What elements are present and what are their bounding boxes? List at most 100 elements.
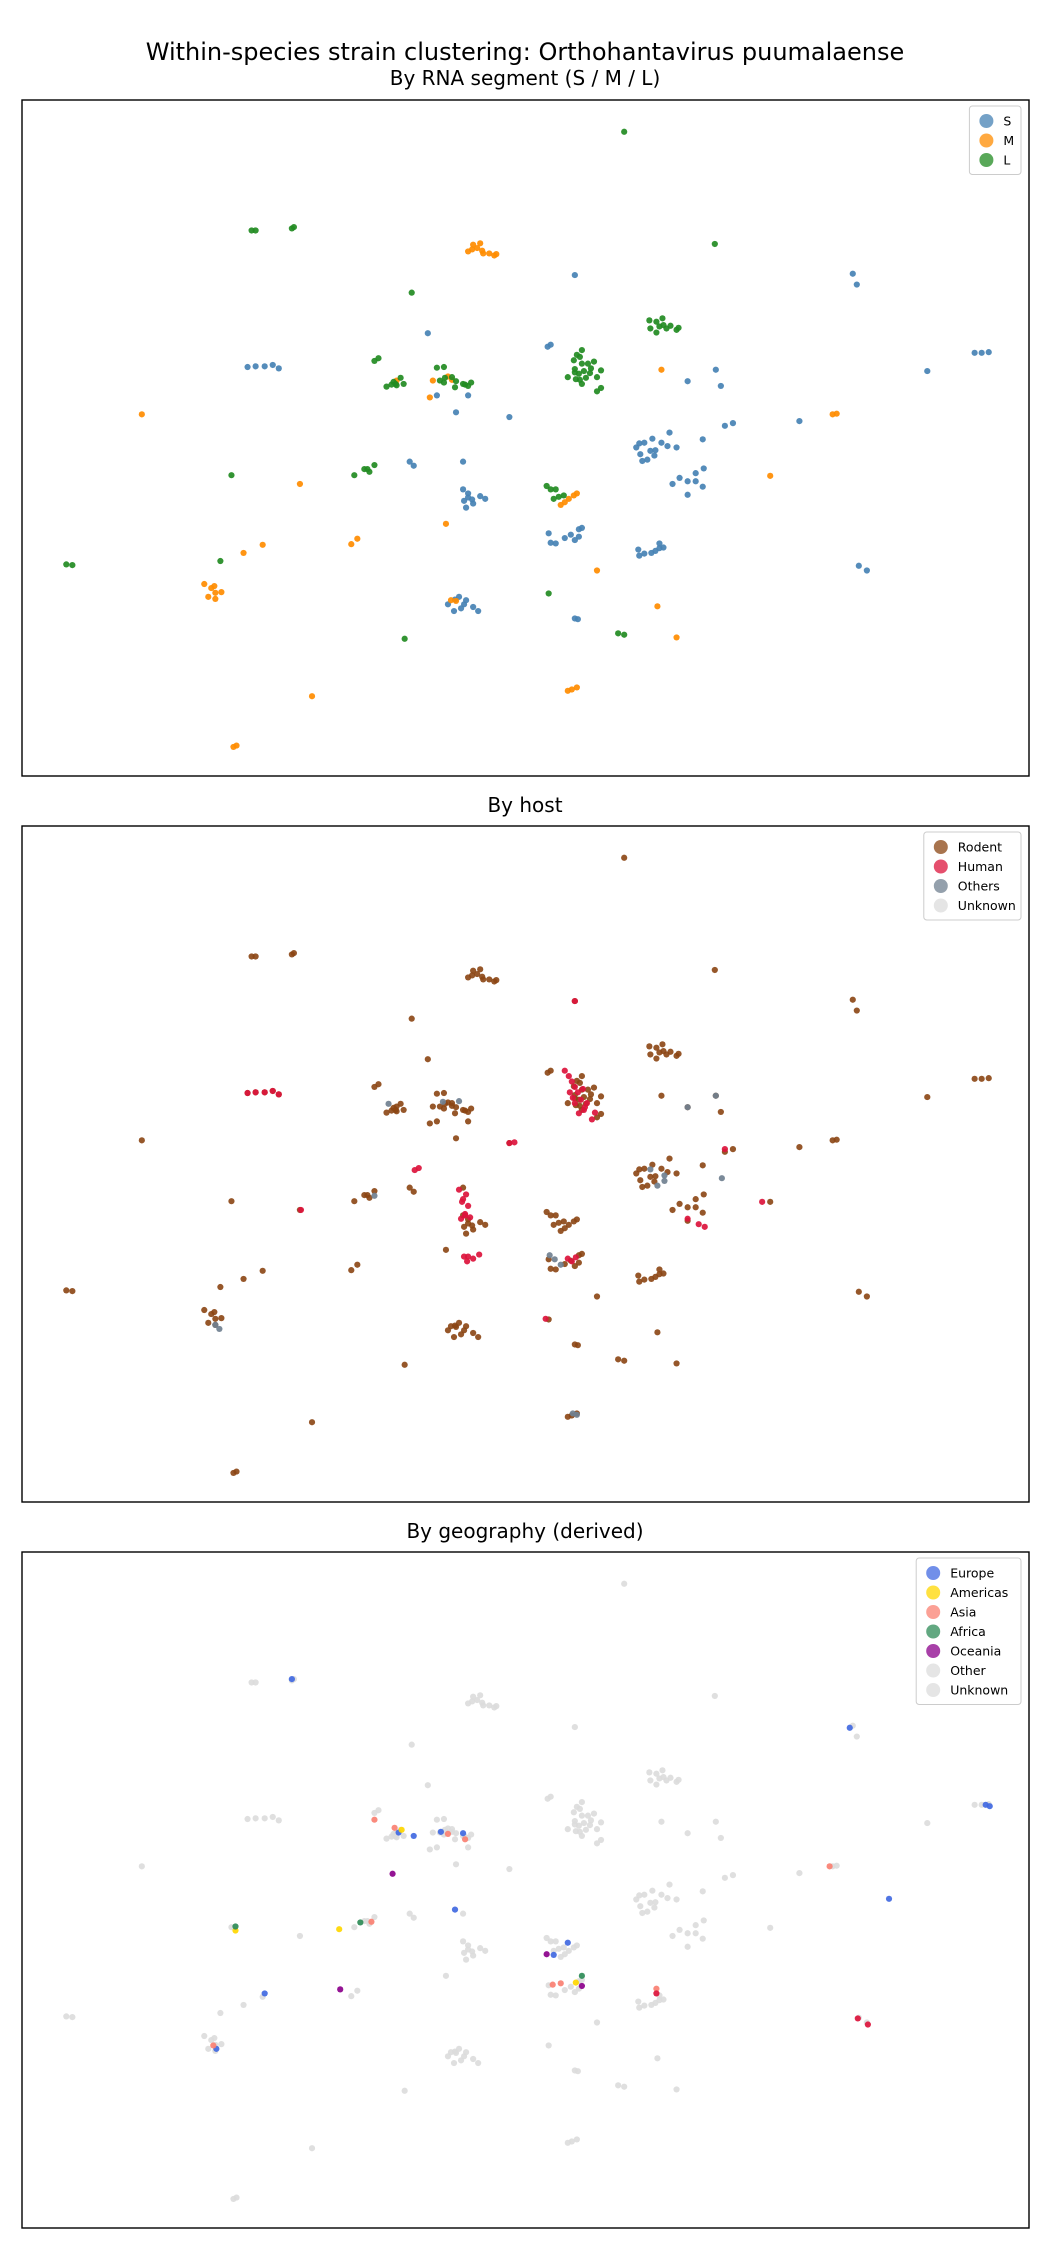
data-point-s (462, 597, 470, 604)
data-point-human (463, 1258, 471, 1265)
base-point (586, 1822, 594, 1829)
base-point (468, 1831, 475, 1838)
data-point-s (547, 341, 554, 348)
base-point (587, 1817, 595, 1824)
data-point-m (259, 541, 266, 548)
data-point-m (442, 520, 450, 527)
data-point-s (482, 495, 489, 502)
base-point (217, 2009, 224, 2017)
data-point-l (590, 358, 598, 365)
base-point (621, 2083, 628, 2090)
axes-frame (21, 1551, 1030, 2229)
data-point-s (978, 349, 985, 356)
data-point-red (864, 2021, 871, 2028)
base-point (506, 1865, 513, 1873)
data-point-m (493, 251, 500, 258)
data-point-s (552, 540, 559, 547)
base-point (400, 1106, 407, 1114)
data-point-europe (288, 1675, 295, 1683)
base-point (584, 1086, 592, 1093)
data-point-l (653, 329, 660, 336)
data-point-human (511, 1139, 518, 1146)
base-point (666, 1155, 673, 1162)
data-point-s (656, 540, 663, 547)
base-point (684, 1204, 691, 1211)
base-point (462, 2049, 470, 2056)
base-point (653, 1055, 660, 1062)
base-point (666, 1881, 673, 1888)
legend-label-m: M (1003, 133, 1014, 148)
base-point (644, 1908, 651, 1915)
base-point (401, 2087, 408, 2094)
data-point-l (659, 315, 666, 322)
data-point-l (570, 357, 577, 364)
legend-marker-rodent (933, 840, 948, 854)
base-point (699, 1888, 706, 1895)
base-point (480, 1702, 487, 1709)
legend-label-rodent: Rodent (958, 840, 1002, 855)
data-point-s (578, 524, 585, 532)
data-point-m (557, 501, 564, 509)
data-point-l (217, 557, 224, 565)
data-point-m (212, 595, 219, 602)
base-point (208, 1310, 215, 1318)
data-point-m (348, 541, 355, 548)
legend-marker-asia (926, 1605, 941, 1619)
base-point (433, 1816, 440, 1823)
data-point-s (849, 270, 856, 277)
data-point-l (587, 365, 595, 372)
data-point-l (440, 379, 448, 386)
base-point (654, 1329, 661, 1336)
base-point (641, 1165, 648, 1172)
base-point (658, 1092, 665, 1099)
legend-marker-others (933, 879, 948, 893)
base-point (669, 1206, 676, 1214)
data-point-m (452, 597, 460, 605)
data-point-l (371, 461, 378, 469)
data-point-human (244, 1089, 251, 1097)
base-point (641, 2002, 648, 2009)
base-point (493, 1703, 500, 1710)
legend: Rodent Human Others Unknown (923, 831, 1022, 921)
data-point-l (586, 370, 594, 377)
data-point-s (452, 409, 460, 416)
base-point (252, 953, 259, 960)
base-point (985, 1075, 992, 1082)
data-point-human (591, 1109, 599, 1116)
data-point-s (699, 436, 706, 443)
base-point (576, 1805, 583, 1812)
base-point (621, 854, 628, 861)
base-point (63, 1287, 70, 1294)
base-point (477, 1219, 484, 1226)
base-point (658, 1165, 665, 1172)
base-point (578, 1073, 585, 1080)
base-point (699, 1935, 706, 1942)
base-point (637, 1903, 644, 1910)
base-point (457, 1331, 465, 1338)
data-point-s (506, 413, 513, 421)
data-point-europe (410, 1832, 417, 1840)
data-point-s (275, 365, 282, 372)
base-point (470, 967, 477, 974)
data-point-africa (578, 1972, 585, 1979)
data-point-europe (846, 1724, 853, 1731)
legend-label-others: Others (958, 879, 1000, 894)
base-point (660, 1774, 667, 1781)
base-point (470, 1693, 477, 1700)
base-point (459, 1910, 467, 1917)
data-point-americas (398, 1826, 405, 1833)
data-point-others (212, 1321, 219, 1328)
data-point-l (400, 380, 407, 388)
base-point (571, 1262, 578, 1270)
base-point (348, 1993, 355, 2000)
data-point-s (669, 480, 676, 488)
base-point (636, 1278, 643, 1285)
base-point (700, 1191, 707, 1198)
base-point (452, 2049, 460, 2057)
base-point (450, 1333, 458, 1341)
data-point-l (451, 384, 459, 391)
base-point (218, 1315, 225, 1322)
data-point-s (406, 458, 413, 465)
data-point-s (635, 546, 642, 553)
data-point-asia (549, 1981, 556, 1988)
